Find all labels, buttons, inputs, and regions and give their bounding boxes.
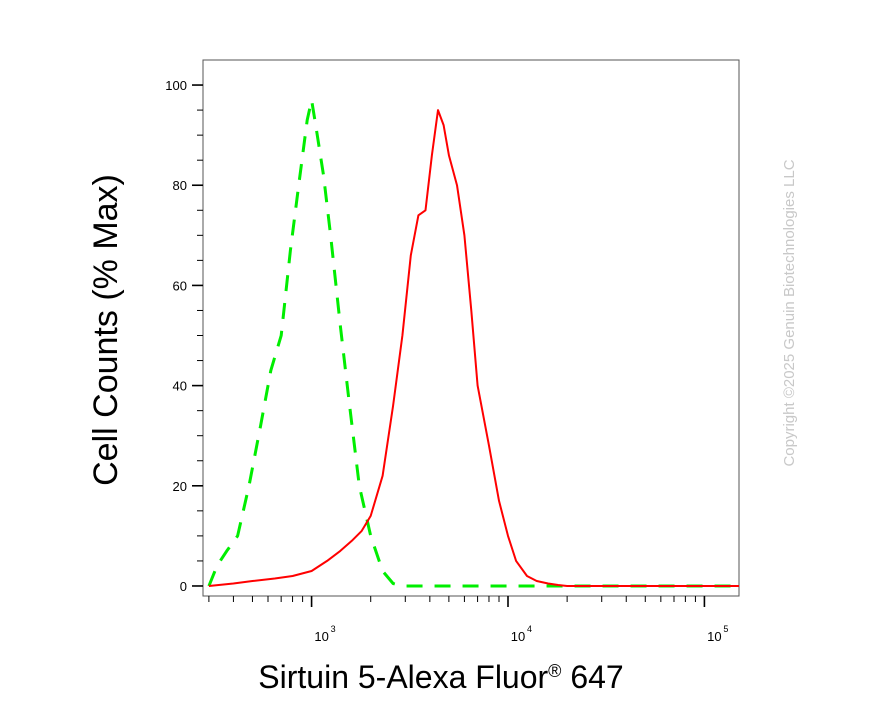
y-axis-label: Cell Counts (% Max) — [87, 174, 125, 486]
y-tick-label: 60 — [173, 278, 187, 293]
y-tick-label: 20 — [173, 479, 187, 494]
registered-mark: ® — [548, 661, 561, 681]
x-axis: 10 3 10 4 10 5 — [208, 596, 728, 644]
y-tick-label: 80 — [173, 178, 187, 193]
copyright-watermark: Copyright ©2025 Genuin Biotechnologies L… — [781, 159, 798, 466]
x-tick-exponent: 4 — [527, 624, 532, 634]
x-tick-exponent: 5 — [723, 624, 728, 634]
y-tick-label: 0 — [180, 579, 187, 594]
y-tick-label: 100 — [165, 78, 187, 93]
y-axis: 0 20 40 60 80 100 — [165, 78, 203, 594]
x-tick-label: 10 — [314, 629, 328, 644]
x-axis-label-text: Sirtuin 5-Alexa Fluor — [258, 659, 548, 695]
x-axis-label: Sirtuin 5-Alexa Fluor® 647 — [258, 659, 623, 695]
series-2-line — [208, 109, 739, 587]
x-axis-label-suffix: 647 — [561, 659, 623, 695]
x-tick-label: 10 — [511, 629, 525, 644]
y-tick-label: 40 — [173, 379, 187, 394]
x-tick-label: 10 — [707, 629, 721, 644]
series-layer — [207, 98, 739, 588]
series-1-line — [207, 98, 739, 588]
x-tick-exponent: 3 — [331, 624, 336, 634]
plot-frame — [202, 59, 740, 597]
